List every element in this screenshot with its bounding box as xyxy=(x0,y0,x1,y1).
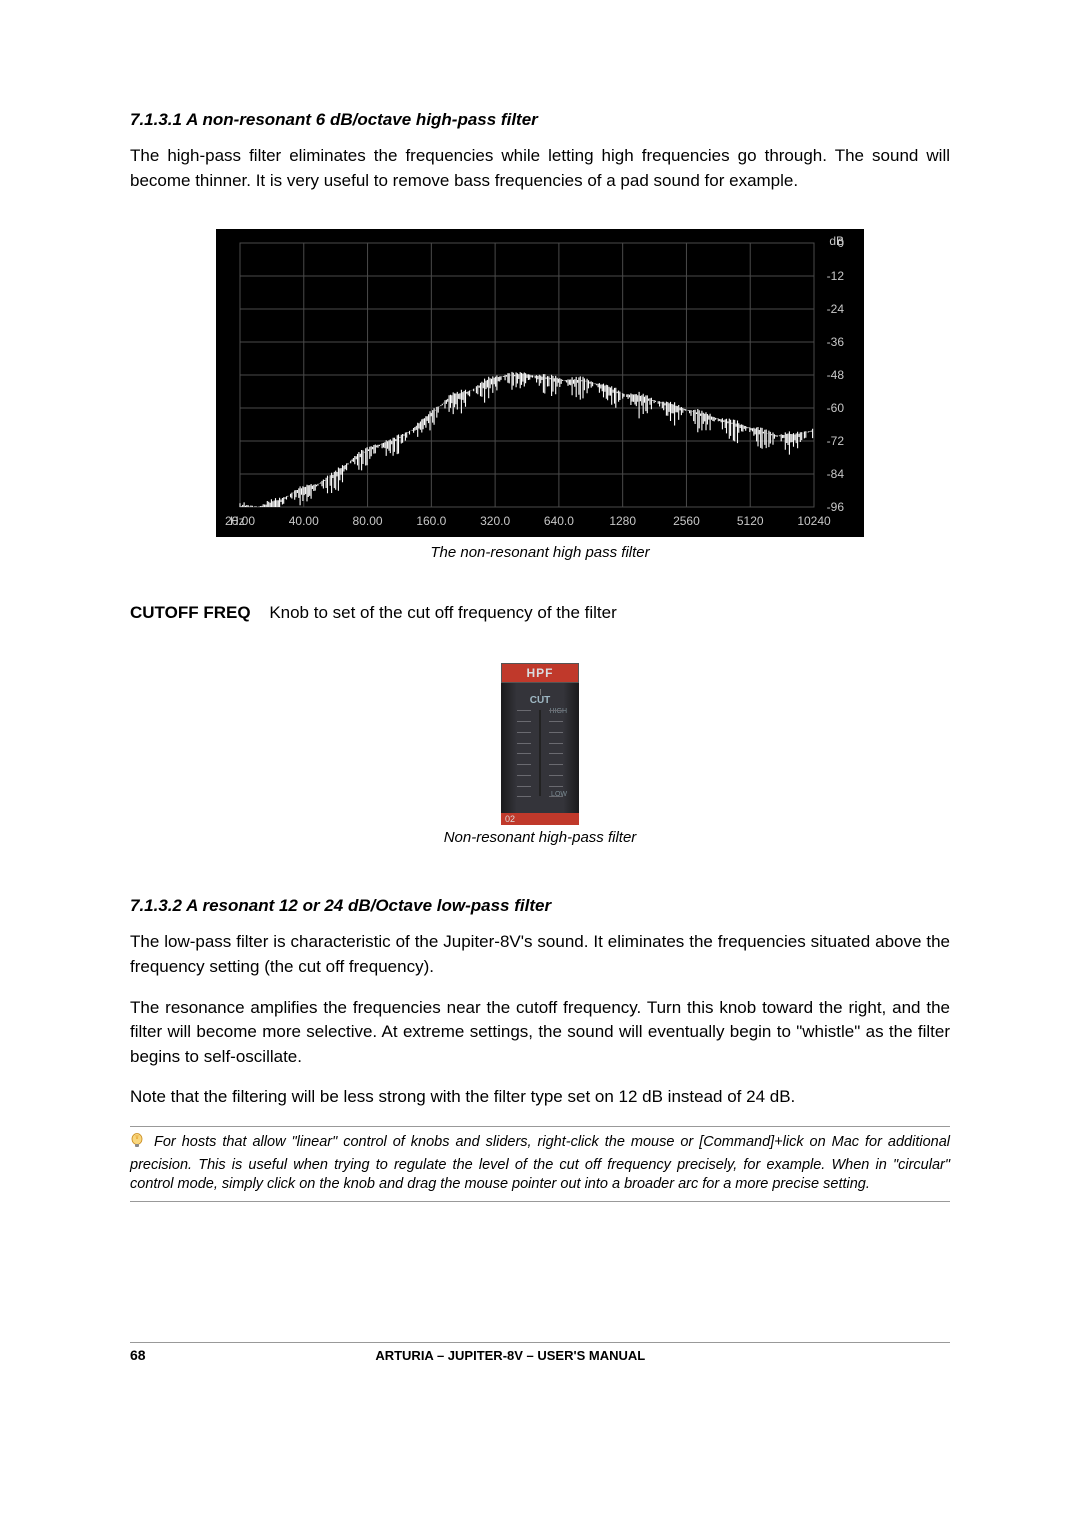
hpf-cut-label: CUT xyxy=(505,695,575,706)
lightbulb-icon xyxy=(130,1133,144,1156)
svg-text:5120: 5120 xyxy=(737,514,764,528)
footer-title: ARTURIA – JUPITER-8V – USER'S MANUAL xyxy=(149,1348,871,1363)
svg-text:160.0: 160.0 xyxy=(416,514,446,528)
svg-text:320.0: 320.0 xyxy=(480,514,510,528)
section2-para1: The low-pass filter is characteristic of… xyxy=(130,930,950,979)
svg-text:10240: 10240 xyxy=(797,514,831,528)
frequency-response-chart: 0-12-24-36-48-60-72-84-9620.0040.0080.00… xyxy=(220,233,860,533)
section1-para1: The high-pass filter eliminates the freq… xyxy=(130,144,950,193)
note-text: For hosts that allow "linear" control of… xyxy=(130,1134,950,1192)
svg-text:-12: -12 xyxy=(827,269,845,283)
svg-text:dB: dB xyxy=(829,234,844,248)
svg-text:-84: -84 xyxy=(827,467,845,481)
hpf-body: CUT HIGH LOW xyxy=(501,683,579,813)
svg-text:40.00: 40.00 xyxy=(289,514,319,528)
svg-text:640.0: 640.0 xyxy=(544,514,574,528)
section2-para3: Note that the filtering will be less str… xyxy=(130,1085,950,1110)
page-number: 68 xyxy=(130,1347,146,1363)
svg-text:-96: -96 xyxy=(827,500,845,514)
hpf-header: HPF xyxy=(501,663,579,683)
svg-text:-72: -72 xyxy=(827,434,845,448)
figure-1-caption: The non-resonant high pass filter xyxy=(130,544,950,561)
hpf-footer: 02 xyxy=(501,813,579,825)
svg-text:2560: 2560 xyxy=(673,514,700,528)
hpf-widget: HPF CUT HIGH LOW 02 xyxy=(501,663,579,825)
figure-2-caption: Non-resonant high-pass filter xyxy=(130,829,950,846)
svg-text:-24: -24 xyxy=(827,302,845,316)
figure-2: HPF CUT HIGH LOW 02 Non-resonant high-pa… xyxy=(130,663,950,846)
param-label: CUTOFF FREQ xyxy=(130,603,251,623)
svg-text:80.00: 80.00 xyxy=(353,514,383,528)
section-heading-2: 7.1.3.2 A resonant 12 or 24 dB/Octave lo… xyxy=(130,896,950,916)
section2-para2: The resonance amplifies the frequencies … xyxy=(130,996,950,1070)
hpf-slider[interactable]: HIGH LOW xyxy=(515,710,565,796)
svg-text:1280: 1280 xyxy=(609,514,636,528)
page-footer: 68 ARTURIA – JUPITER-8V – USER'S MANUAL xyxy=(130,1342,950,1363)
note-block: For hosts that allow "linear" control of… xyxy=(130,1126,950,1202)
svg-text:Hz: Hz xyxy=(230,514,245,528)
chart-container: 0-12-24-36-48-60-72-84-9620.0040.0080.00… xyxy=(216,229,864,537)
svg-text:-60: -60 xyxy=(827,401,845,415)
section-heading-1: 7.1.3.1 A non-resonant 6 dB/octave high-… xyxy=(130,110,950,130)
svg-text:-48: -48 xyxy=(827,368,845,382)
parameter-row: CUTOFF FREQ Knob to set of the cut off f… xyxy=(130,603,950,623)
param-desc: Knob to set of the cut off frequency of … xyxy=(269,603,616,622)
figure-1: 0-12-24-36-48-60-72-84-9620.0040.0080.00… xyxy=(130,229,950,561)
svg-text:-36: -36 xyxy=(827,335,845,349)
